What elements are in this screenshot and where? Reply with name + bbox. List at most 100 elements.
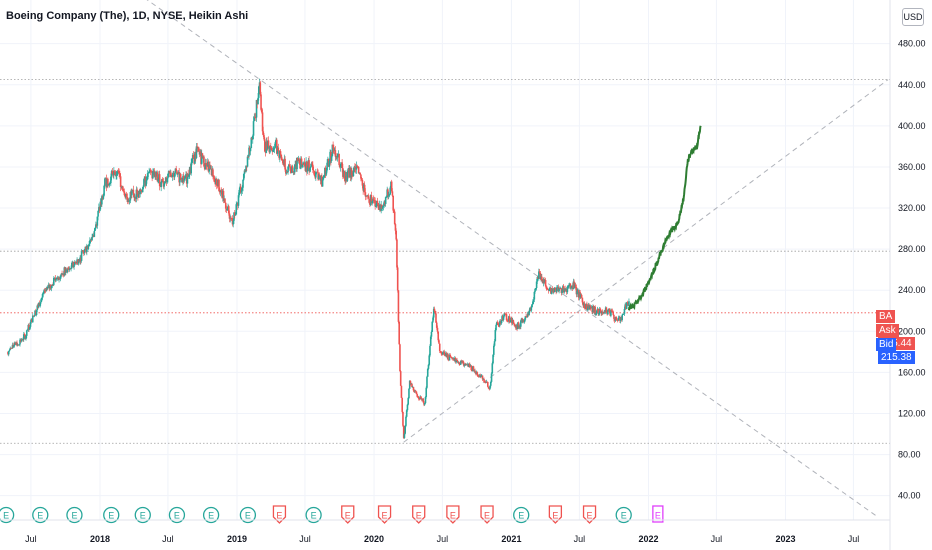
candle-body <box>579 292 581 298</box>
candle-body <box>531 304 533 308</box>
candle-body <box>29 321 32 327</box>
candle-body <box>490 373 493 382</box>
candle-body <box>183 178 186 181</box>
candle-body <box>372 198 374 202</box>
earnings-marker[interactable]: E <box>513 506 530 524</box>
price-tick-label: 320.00 <box>898 203 926 213</box>
candle-body <box>87 245 90 249</box>
earnings-marker[interactable]: E <box>32 506 49 524</box>
price-tick-label: 400.00 <box>898 121 926 131</box>
earnings-marker[interactable]: E <box>615 506 632 524</box>
candle-body <box>462 360 464 363</box>
candle-body <box>195 146 198 158</box>
candle-body <box>532 301 534 305</box>
candle-body <box>190 162 193 174</box>
candle-body <box>331 144 334 156</box>
candle-body <box>257 97 259 105</box>
candle-body <box>628 301 630 306</box>
earnings-marker[interactable]: E <box>652 505 664 523</box>
candle-body <box>393 211 396 225</box>
earnings-marker-shape <box>615 506 632 524</box>
candle-body <box>285 169 287 174</box>
earnings-marker[interactable]: E <box>305 506 322 524</box>
candle-body <box>150 171 153 173</box>
candle-body <box>312 170 315 172</box>
candle-body <box>556 287 558 292</box>
candle-body <box>136 189 138 194</box>
candle-body <box>196 146 199 149</box>
candle-body <box>303 162 306 167</box>
candle-body <box>397 290 400 322</box>
candle-body <box>306 161 308 172</box>
candle-body <box>186 173 189 184</box>
earnings-marker-shape <box>66 506 83 524</box>
candle-body <box>387 189 389 196</box>
candle-body <box>302 164 304 165</box>
candle-body <box>111 171 114 174</box>
candle-body <box>385 197 388 198</box>
earnings-marker[interactable]: E <box>103 506 120 524</box>
candle-body <box>200 153 203 165</box>
earnings-marker[interactable]: E <box>202 506 220 524</box>
price-tick-label: 200.00 <box>898 326 926 336</box>
candle-body <box>146 179 148 181</box>
candle-body <box>28 326 31 330</box>
candle-body <box>55 279 57 281</box>
candle-body <box>309 166 312 169</box>
candle-body <box>603 311 605 314</box>
candle-body <box>439 351 442 353</box>
candle-body <box>605 307 608 313</box>
candle-body <box>91 236 93 241</box>
candle-body <box>114 171 117 176</box>
candle-body <box>68 268 71 270</box>
candle-body <box>273 147 276 149</box>
candle-body <box>351 169 353 176</box>
earnings-marker[interactable]: E <box>239 506 257 524</box>
candle-body <box>621 314 623 320</box>
candle-body <box>601 311 604 313</box>
candle-body <box>103 185 105 196</box>
earnings-marker[interactable]: E <box>0 506 15 524</box>
candle-body <box>422 398 425 403</box>
earnings-marker-shape <box>305 506 322 524</box>
ask-label: Ask <box>876 324 899 337</box>
earnings-marker-label: E <box>71 511 77 521</box>
currency-button[interactable]: USD <box>902 8 924 26</box>
candle-body <box>235 204 238 215</box>
candle-body <box>108 183 111 186</box>
candle-body <box>9 347 12 350</box>
earnings-marker-label: E <box>140 511 146 521</box>
candle-body <box>458 362 461 364</box>
candle-body <box>74 261 76 266</box>
candle-body <box>306 167 309 172</box>
candle-body <box>212 175 215 178</box>
candle-body <box>493 341 496 346</box>
earnings-marker-label: E <box>311 511 317 521</box>
candle-body <box>254 116 256 118</box>
earnings-marker-shape <box>168 506 186 524</box>
candle-body <box>97 210 99 217</box>
candle-body <box>224 202 227 209</box>
candle-body <box>447 354 449 360</box>
candle-body <box>131 191 133 196</box>
earnings-marker-label: E <box>587 511 593 521</box>
candle-body <box>405 410 408 417</box>
candle-body <box>594 306 596 315</box>
earnings-marker[interactable]: E <box>66 506 83 524</box>
candle-body <box>468 363 471 367</box>
candle-body <box>289 166 292 172</box>
candle-body <box>182 176 185 181</box>
candle-body <box>322 177 325 180</box>
candle-body <box>110 176 112 184</box>
candle-body <box>288 164 291 167</box>
candle-body <box>483 378 485 382</box>
earnings-marker-shape <box>103 506 120 524</box>
candle-body <box>170 172 172 177</box>
candle-body <box>538 271 540 279</box>
candle-body <box>203 156 205 167</box>
candle-body <box>403 433 406 438</box>
earnings-marker[interactable]: E <box>168 506 186 524</box>
candle-body <box>613 314 615 319</box>
earnings-marker[interactable]: E <box>134 506 151 524</box>
